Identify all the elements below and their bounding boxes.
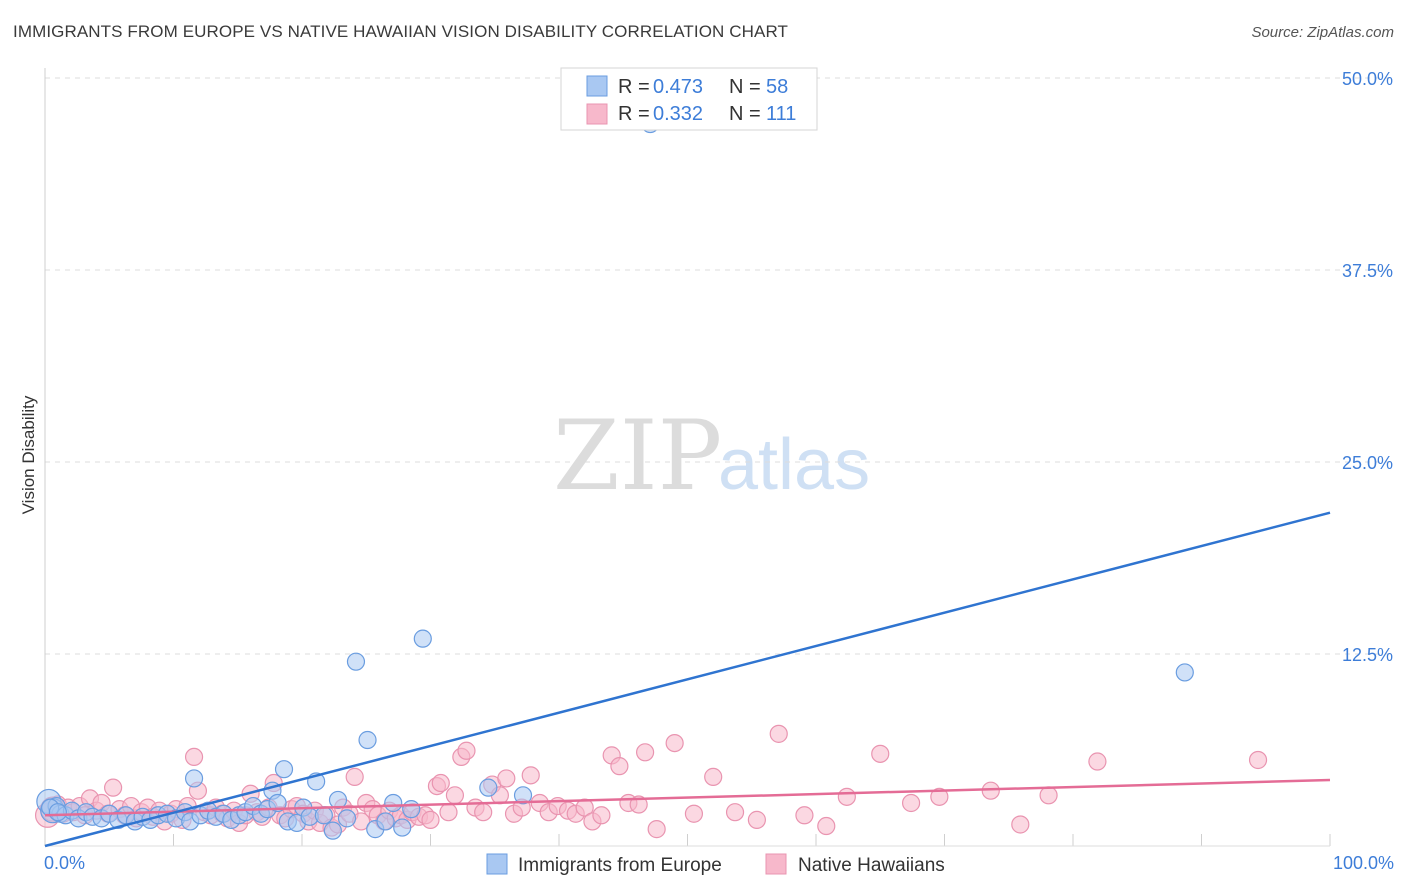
point-native-hawaiians <box>457 741 476 760</box>
point-immigrants-from-europe <box>1175 663 1194 682</box>
y-tick-label: 50.0% <box>1342 69 1393 89</box>
point-immigrants-from-europe <box>513 786 533 805</box>
point-native-hawaiians <box>769 724 788 743</box>
point-native-hawaiians <box>439 803 458 822</box>
bottom-legend-label-blue: Immigrants from Europe <box>518 855 722 876</box>
point-native-hawaiians <box>1088 752 1107 771</box>
point-native-hawaiians <box>981 781 1000 800</box>
trendline-immigrants-from-europe <box>44 511 1331 848</box>
point-immigrants-from-europe <box>402 800 421 819</box>
point-native-hawaiians <box>665 733 684 753</box>
legend-swatch-blue <box>586 75 608 97</box>
watermark-atlas: atlas <box>718 425 870 505</box>
legend-r-value-2: 0.332 <box>653 103 703 125</box>
point-immigrants-from-europe <box>184 769 204 788</box>
legend-n-value-1: 58 <box>766 76 788 98</box>
point-native-hawaiians <box>725 803 745 822</box>
point-native-hawaiians <box>521 766 540 785</box>
chart-title: IMMIGRANTS FROM EUROPE VS NATIVE HAWAIIA… <box>13 22 789 41</box>
point-native-hawaiians <box>104 778 123 797</box>
y-tick-label: 12.5% <box>1342 645 1393 665</box>
point-native-hawaiians <box>930 787 949 806</box>
point-immigrants-from-europe <box>479 778 498 797</box>
legend-box: R = 0.473 N = 58 R = 0.332 N = 111 <box>560 67 818 131</box>
grid <box>45 77 1392 655</box>
point-immigrants-from-europe <box>274 760 294 779</box>
point-native-hawaiians <box>474 803 493 822</box>
point-native-hawaiians <box>871 744 890 763</box>
point-immigrants-from-europe <box>384 793 403 813</box>
point-native-hawaiians <box>647 820 666 839</box>
point-native-hawaiians <box>575 798 594 817</box>
legend-n-value-2: 111 <box>766 103 796 125</box>
x-tick-label-min: 0.0% <box>44 853 85 873</box>
bottom-legend-label-pink: Native Hawaiians <box>798 855 945 876</box>
watermark-zip: ZIP <box>553 400 722 512</box>
legend-n-label-2: N = <box>729 103 761 125</box>
point-native-hawaiians <box>1011 815 1030 834</box>
point-native-hawaiians <box>431 773 450 793</box>
trendline-native-hawaiians <box>44 778 1331 817</box>
y-tick-label: 37.5% <box>1342 261 1393 281</box>
y-axis-label: Vision Disability <box>19 395 38 514</box>
point-native-hawaiians <box>610 757 629 776</box>
legend-r-label-2: R = <box>618 103 650 125</box>
watermark: ZIP atlas <box>553 400 870 512</box>
point-immigrants-from-europe <box>268 793 287 813</box>
legend-r-value-1: 0.473 <box>653 76 703 98</box>
point-native-hawaiians <box>635 743 655 762</box>
point-native-hawaiians <box>684 804 704 823</box>
source-label: Source: ZipAtlas.com <box>1251 24 1394 41</box>
point-native-hawaiians <box>1248 750 1268 770</box>
point-immigrants-from-europe <box>376 812 395 831</box>
bottom-legend-swatch-pink <box>765 853 787 875</box>
point-immigrants-from-europe <box>314 806 333 825</box>
point-native-hawaiians <box>345 767 364 786</box>
point-native-hawaiians <box>497 769 516 788</box>
point-native-hawaiians <box>445 786 465 805</box>
point-immigrants-from-europe <box>393 818 412 837</box>
point-native-hawaiians <box>1039 786 1058 805</box>
bottom-legend: Immigrants from Europe Native Hawaiians <box>486 853 945 876</box>
legend-n-label-1: N = <box>729 76 761 98</box>
trendlines <box>44 511 1331 848</box>
point-native-hawaiians <box>747 810 766 829</box>
point-immigrants-from-europe <box>323 821 342 840</box>
point-immigrants-from-europe <box>346 652 366 671</box>
y-axis-tick-labels: 12.5% 25.0% 37.5% 50.0% <box>1342 69 1393 665</box>
legend-swatch-pink <box>586 103 608 125</box>
point-immigrants-from-europe <box>413 629 432 648</box>
x-tick-label-max: 100.0% <box>1333 853 1394 873</box>
y-tick-label: 25.0% <box>1342 453 1393 473</box>
point-native-hawaiians <box>184 747 204 767</box>
point-native-hawaiians <box>817 816 836 836</box>
point-immigrants-from-europe <box>48 803 67 822</box>
point-native-hawaiians <box>421 810 440 829</box>
point-native-hawaiians <box>795 806 814 825</box>
point-native-hawaiians <box>704 767 723 786</box>
point-immigrants-from-europe <box>358 730 377 750</box>
point-native-hawaiians <box>901 793 921 813</box>
bottom-legend-swatch-blue <box>486 853 508 875</box>
legend-r-label-1: R = <box>618 76 650 98</box>
point-native-hawaiians <box>837 787 856 806</box>
x-axis-ticks <box>44 834 1331 847</box>
point-immigrants-from-europe <box>337 809 357 828</box>
point-native-hawaiians <box>592 806 611 825</box>
